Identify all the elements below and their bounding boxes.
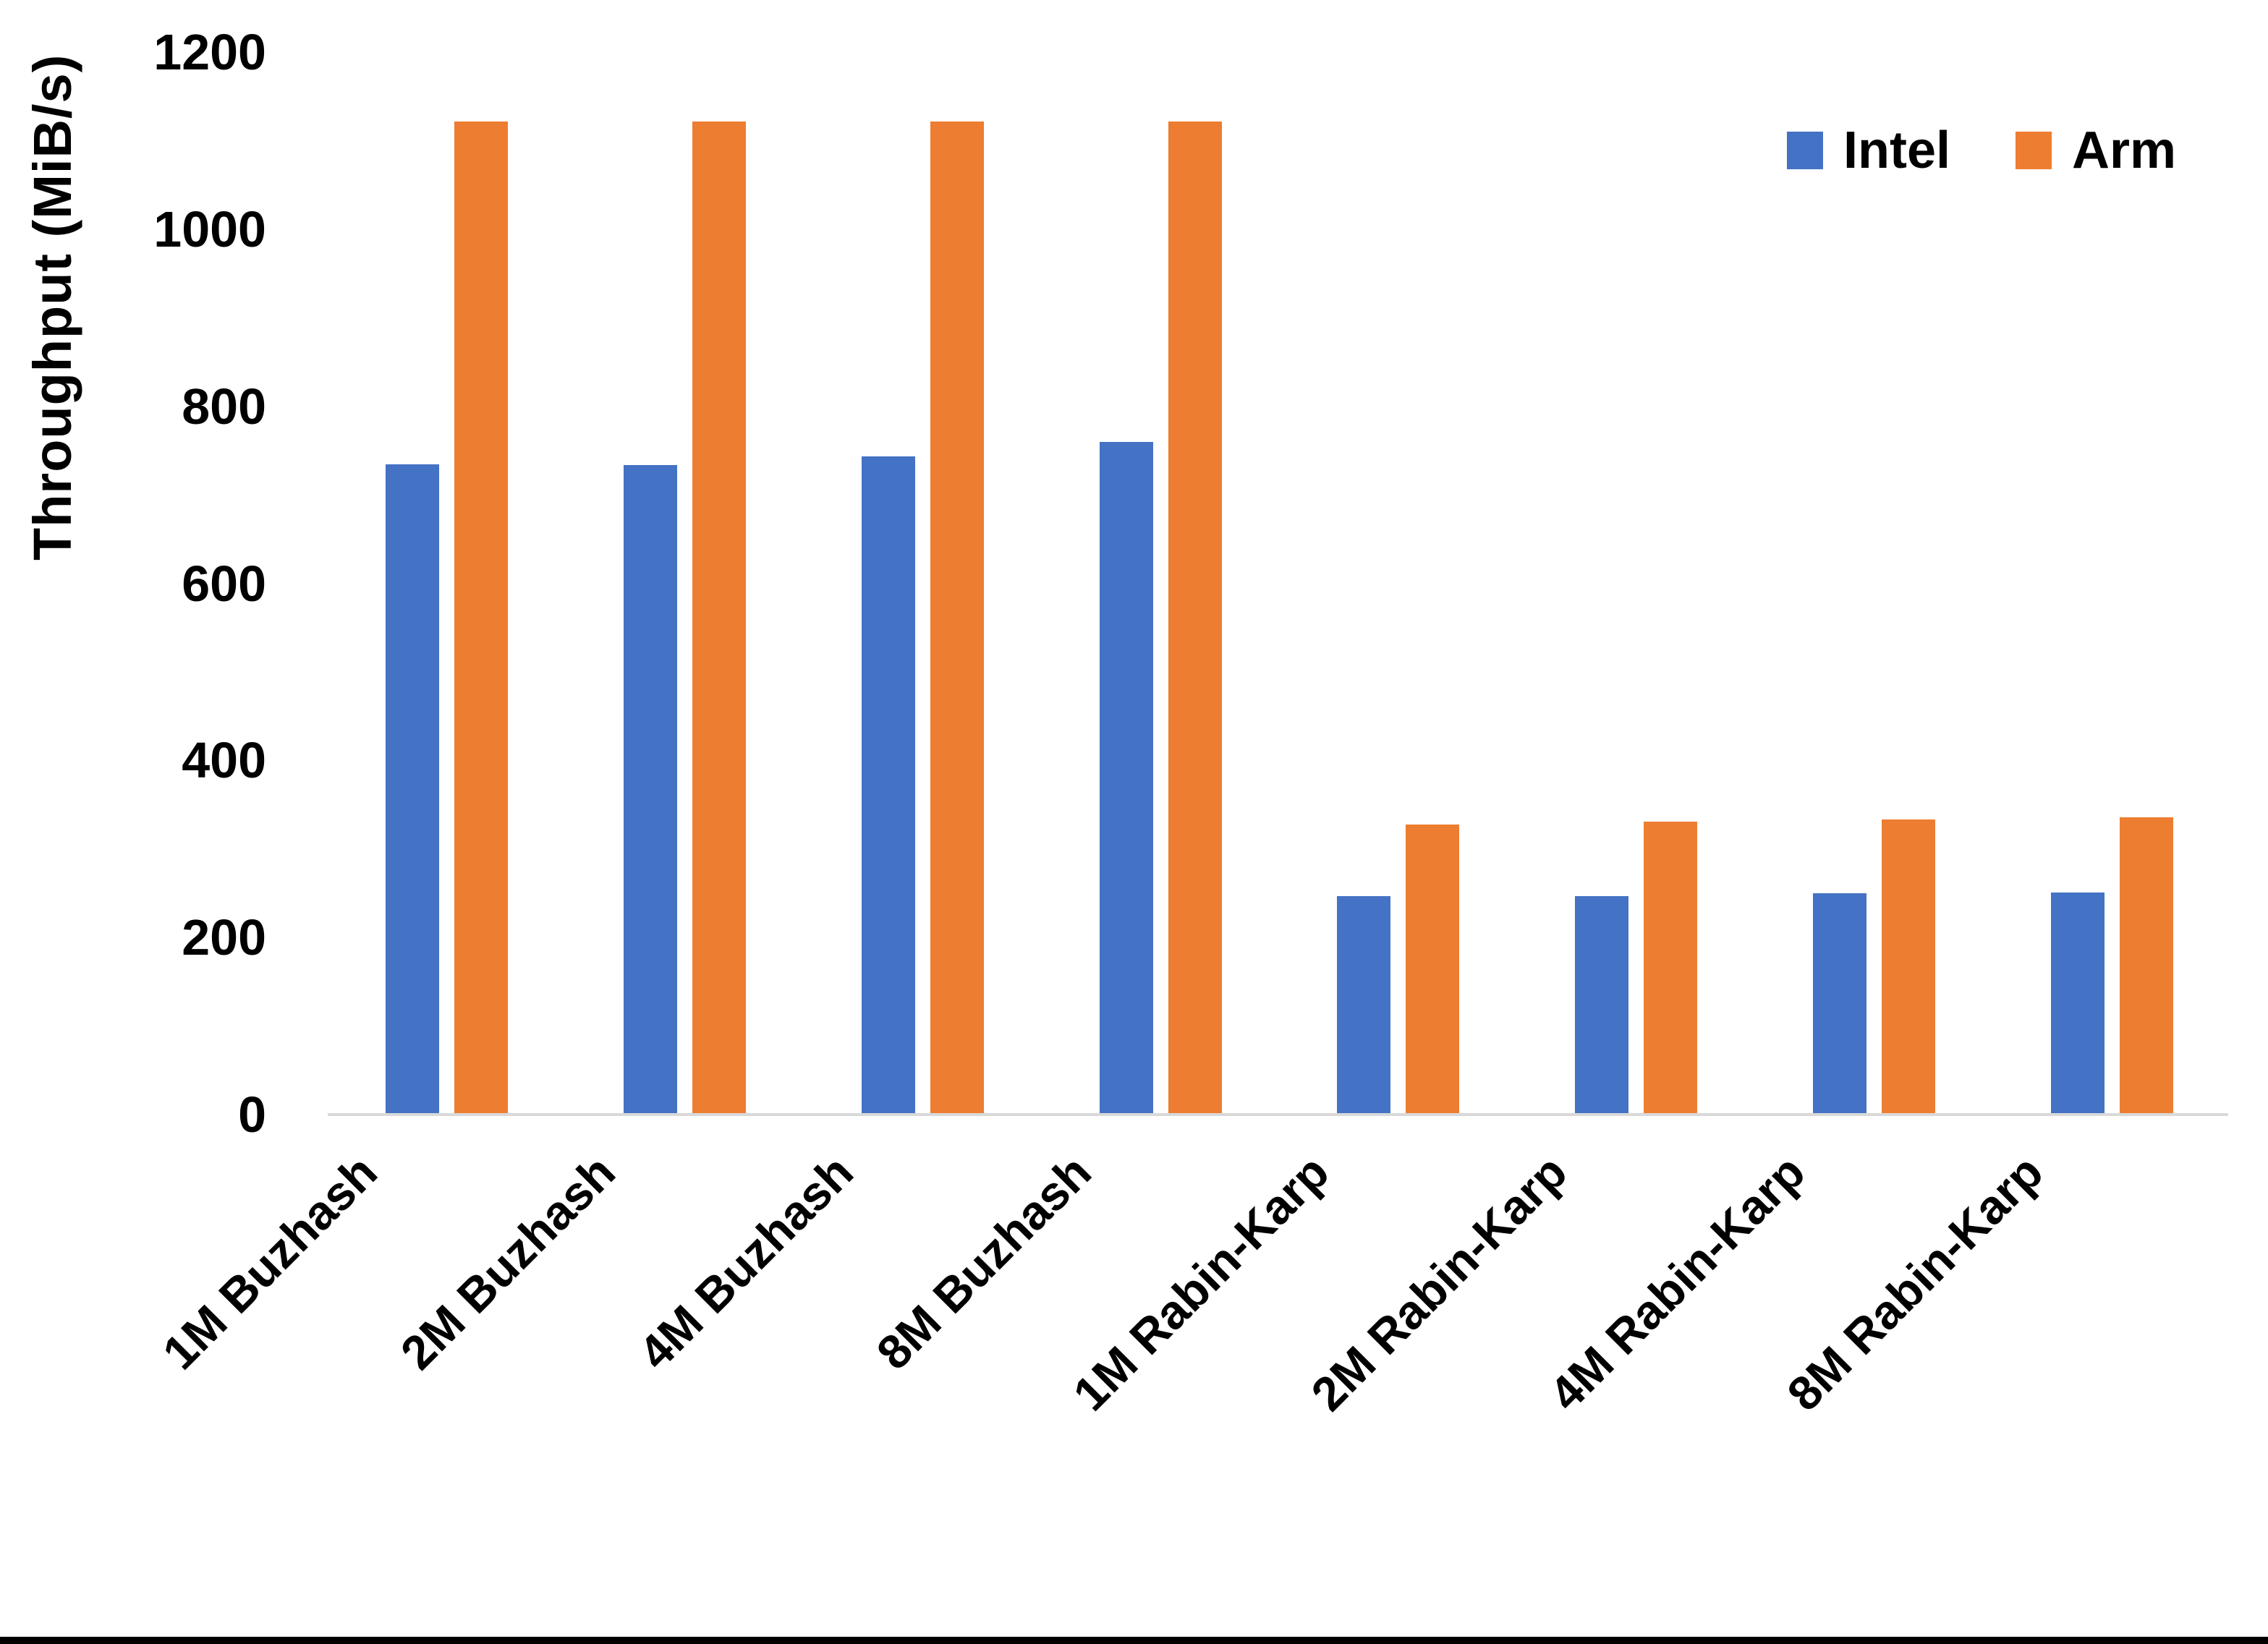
legend-swatch-intel-icon (1787, 132, 1823, 169)
bar-intel-2m-rabin-karp (1575, 896, 1628, 1113)
bar-arm-1m-buzhash (454, 122, 508, 1113)
x-label-1m-buzhash: 1M Buzhash (152, 1144, 388, 1380)
bar-arm-8m-buzhash (1168, 122, 1222, 1113)
bar-arm-2m-buzhash (692, 122, 746, 1113)
legend-item-arm: Arm (2016, 124, 2176, 176)
y-tick-label-800: 800 (182, 378, 266, 435)
x-axis-line (328, 1113, 2228, 1116)
x-label-8m-rabin-karp: 8M Rabin-Karp (1776, 1144, 2053, 1421)
y-tick-label-600: 600 (182, 555, 266, 612)
bar-arm-4m-rabin-karp (1882, 819, 1935, 1113)
x-label-1m-rabin-karp: 1M Rabin-Karp (1063, 1144, 1339, 1421)
legend-item-intel: Intel (1787, 124, 1950, 176)
legend-label-intel: Intel (1843, 122, 1951, 179)
y-tick-label-200: 200 (182, 909, 266, 966)
bar-arm-1m-rabin-karp (1406, 825, 1459, 1113)
bar-arm-2m-rabin-karp (1644, 822, 1697, 1113)
x-label-2m-buzhash: 2M Buzhash (390, 1144, 626, 1380)
bar-arm-4m-buzhash (930, 122, 984, 1113)
legend: Intel Arm (1787, 124, 2176, 176)
bar-intel-1m-buzhash (386, 464, 439, 1113)
bar-intel-4m-buzhash (862, 456, 915, 1113)
bar-arm-8m-rabin-karp (2120, 817, 2173, 1113)
legend-label-arm: Arm (2072, 122, 2177, 179)
x-label-8m-buzhash: 8M Buzhash (866, 1144, 1102, 1380)
x-label-2m-rabin-karp: 2M Rabin-Karp (1301, 1144, 1577, 1421)
y-tick-label-1200: 1200 (153, 24, 266, 80)
x-label-4m-rabin-karp: 4M Rabin-Karp (1539, 1144, 1815, 1421)
bar-intel-1m-rabin-karp (1337, 896, 1390, 1113)
bar-intel-2m-buzhash (624, 465, 677, 1113)
bar-intel-4m-rabin-karp (1813, 893, 1866, 1113)
y-tick-label-0: 0 (238, 1086, 266, 1143)
x-label-4m-buzhash: 4M Buzhash (628, 1144, 864, 1380)
bar-intel-8m-buzhash (1100, 442, 1153, 1113)
legend-swatch-arm-icon (2016, 132, 2052, 169)
y-tick-label-400: 400 (182, 732, 266, 789)
bar-intel-8m-rabin-karp (2051, 893, 2105, 1113)
bottom-border (0, 1637, 2268, 1644)
y-tick-label-1000: 1000 (153, 200, 266, 257)
